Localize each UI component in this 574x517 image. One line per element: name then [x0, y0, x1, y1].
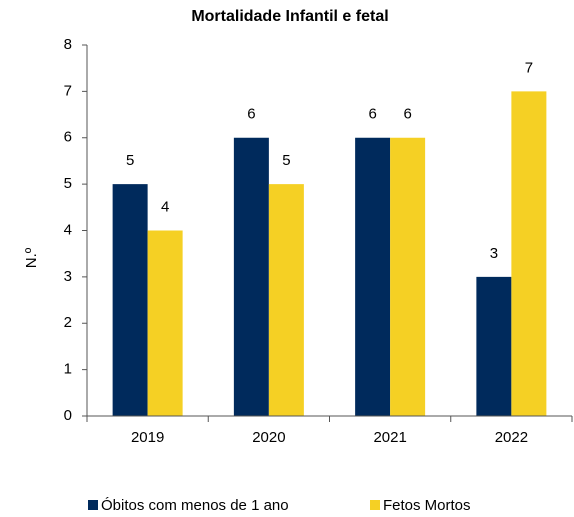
- bar: [476, 276, 512, 416]
- legend-swatch: [88, 500, 98, 510]
- x-tick-label: 2020: [252, 429, 285, 446]
- data-label: 6: [247, 106, 255, 123]
- bar: [355, 137, 391, 416]
- data-label: 5: [126, 152, 134, 169]
- y-tick-label: 2: [64, 314, 72, 331]
- y-tick-label: 1: [64, 361, 72, 378]
- y-tick-label: 3: [64, 268, 72, 285]
- data-label: 7: [525, 59, 533, 76]
- x-tick-label: 2019: [131, 429, 164, 446]
- legend-swatch: [370, 500, 380, 510]
- bar: [233, 137, 269, 416]
- chart-title: Mortalidade Infantil e fetal: [191, 8, 388, 25]
- y-tick-label: 5: [64, 175, 72, 192]
- y-tick-label: 4: [64, 221, 72, 238]
- x-tick-label: 2021: [373, 429, 406, 446]
- data-label: 5: [282, 152, 290, 169]
- data-label: 3: [490, 245, 498, 262]
- bar: [112, 184, 148, 416]
- y-tick-label: 8: [64, 36, 72, 53]
- data-label: 6: [403, 106, 411, 123]
- x-tick-label: 2022: [495, 429, 528, 446]
- bar: [511, 91, 547, 416]
- bar: [268, 184, 304, 416]
- data-label: 4: [161, 198, 169, 215]
- y-axis-label: N.º: [23, 247, 40, 268]
- legend-label: Fetos Mortos: [383, 497, 471, 514]
- data-label: 6: [368, 106, 376, 123]
- bar: [147, 230, 183, 416]
- y-tick-label: 0: [64, 407, 72, 424]
- legend-label: Óbitos com menos de 1 ano: [101, 497, 289, 514]
- y-tick-label: 6: [64, 129, 72, 146]
- bar: [390, 137, 426, 416]
- y-tick-label: 7: [64, 82, 72, 99]
